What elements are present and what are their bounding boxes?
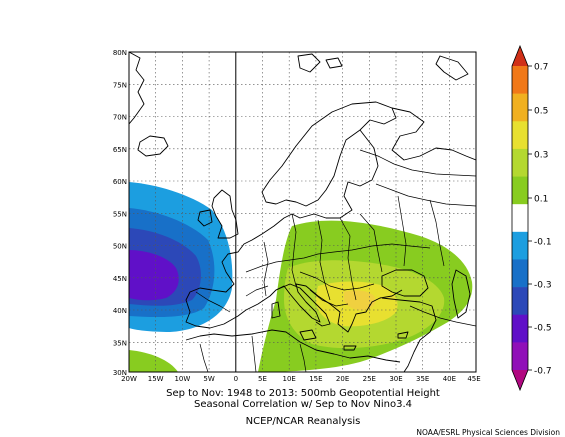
lon-label: 25E [363, 375, 376, 383]
map-panel: 80N 75N 70N 65N 60N 55N 50N 45N 40N 35N … [113, 49, 481, 383]
graticule [129, 52, 476, 372]
contour-pos-0.35 [344, 290, 376, 311]
coast-kola-whitesea [391, 107, 476, 161]
lon-label: 5E [258, 375, 267, 383]
caption-line-2: Seasonal Correlation w/ Sep to Nov Nino3… [194, 399, 412, 410]
colorbar: 0.7 0.5 0.3 0.1 -0.1 -0.3 -0.5 -0.7 [511, 44, 552, 392]
lon-label: 35E [416, 375, 429, 383]
lon-axis-labels: 20W 15W 10W 5W 0 5E 10E 15E 20E 25E 30E … [121, 375, 481, 383]
contour-pos-0.1-small [129, 350, 178, 372]
colorbar-bands [512, 46, 528, 390]
lat-label: 50N [113, 243, 127, 251]
lat-label: 30N [113, 369, 127, 377]
colorbar-band [512, 204, 528, 233]
lat-label: 45N [113, 275, 127, 283]
colorbar-band [512, 176, 528, 205]
caption-line-1: Sep to Nov: 1948 to 2013: 500mb Geopoten… [166, 388, 440, 399]
coast-sicily-sardinia [271, 301, 317, 341]
coastlines [129, 52, 476, 372]
colorbar-label: -0.1 [534, 238, 552, 248]
lat-label: 60N [113, 178, 127, 186]
colorbar-band [512, 93, 528, 122]
coast-black-sea [381, 269, 429, 297]
colorbar-band [512, 66, 528, 94]
lat-label: 40N [113, 307, 127, 315]
colorbar-band [512, 287, 528, 316]
lat-label: 75N [113, 81, 127, 89]
lon-label: 40E [443, 375, 456, 383]
lon-label: 5W [203, 375, 214, 383]
credit-text: NOAA/ESRL Physical Sciences Division [416, 428, 560, 437]
colorbar-label: 0.1 [534, 195, 548, 205]
lat-label: 55N [113, 210, 127, 218]
colorbar-label: -0.3 [534, 281, 552, 291]
coast-svalbard [297, 53, 343, 73]
colorbar-extend-top [512, 46, 528, 66]
coast-greenland-east [129, 52, 145, 125]
coast-western-europe [185, 213, 403, 333]
contour-neg-0.4 [129, 250, 179, 301]
caption-line-3: NCEP/NCAR Reanalysis [246, 416, 361, 427]
lon-label: 10E [283, 375, 296, 383]
map-frame [128, 51, 477, 373]
lon-label: 15E [309, 375, 322, 383]
lon-label: 0 [234, 375, 238, 383]
coast-iceland [137, 135, 169, 157]
coast-british-isles [197, 189, 239, 239]
coast-cyprus-crete [343, 331, 409, 351]
colorbar-labels: 0.7 0.5 0.3 0.1 -0.1 -0.3 -0.5 -0.7 [528, 63, 552, 377]
lon-label: 15W [148, 375, 164, 383]
caption: Sep to Nov: 1948 to 2013: 500mb Geopoten… [166, 388, 440, 427]
lon-label: 10W [174, 375, 190, 383]
colorbar-band [512, 342, 528, 371]
lon-label: 30E [389, 375, 402, 383]
colorbar-band [512, 231, 528, 260]
coast-north-africa [185, 329, 401, 363]
colorbar-band [512, 259, 528, 288]
lat-label: 70N [113, 114, 127, 122]
lat-label: 80N [113, 49, 127, 57]
colorbar-label: -0.7 [534, 367, 552, 377]
lat-label: 65N [113, 146, 127, 154]
coast-turkey-levant [381, 297, 437, 372]
colorbar-label: 0.5 [534, 107, 548, 117]
colorbar-extend-bottom [512, 370, 528, 390]
country-borders [195, 149, 476, 372]
correlation-fill-layer [129, 182, 473, 372]
coast-scandinavia [261, 101, 397, 207]
lon-label: 20W [121, 375, 137, 383]
lon-label: 45E [467, 375, 480, 383]
colorbar-band [512, 121, 528, 150]
lon-label: 20E [336, 375, 349, 383]
colorbar-band [512, 314, 528, 343]
coast-novaya-zemlya [435, 55, 469, 81]
lat-label: 35N [113, 339, 127, 347]
coast-italy [275, 283, 331, 327]
lat-axis-labels: 80N 75N 70N 65N 60N 55N 50N 45N 40N 35N … [113, 49, 127, 377]
colorbar-label: 0.3 [534, 151, 548, 161]
colorbar-label: -0.5 [534, 324, 552, 334]
colorbar-label: 0.7 [534, 63, 548, 73]
coast-finland-baltic [313, 129, 379, 219]
colorbar-band [512, 148, 528, 177]
coast-caspian [451, 269, 471, 319]
